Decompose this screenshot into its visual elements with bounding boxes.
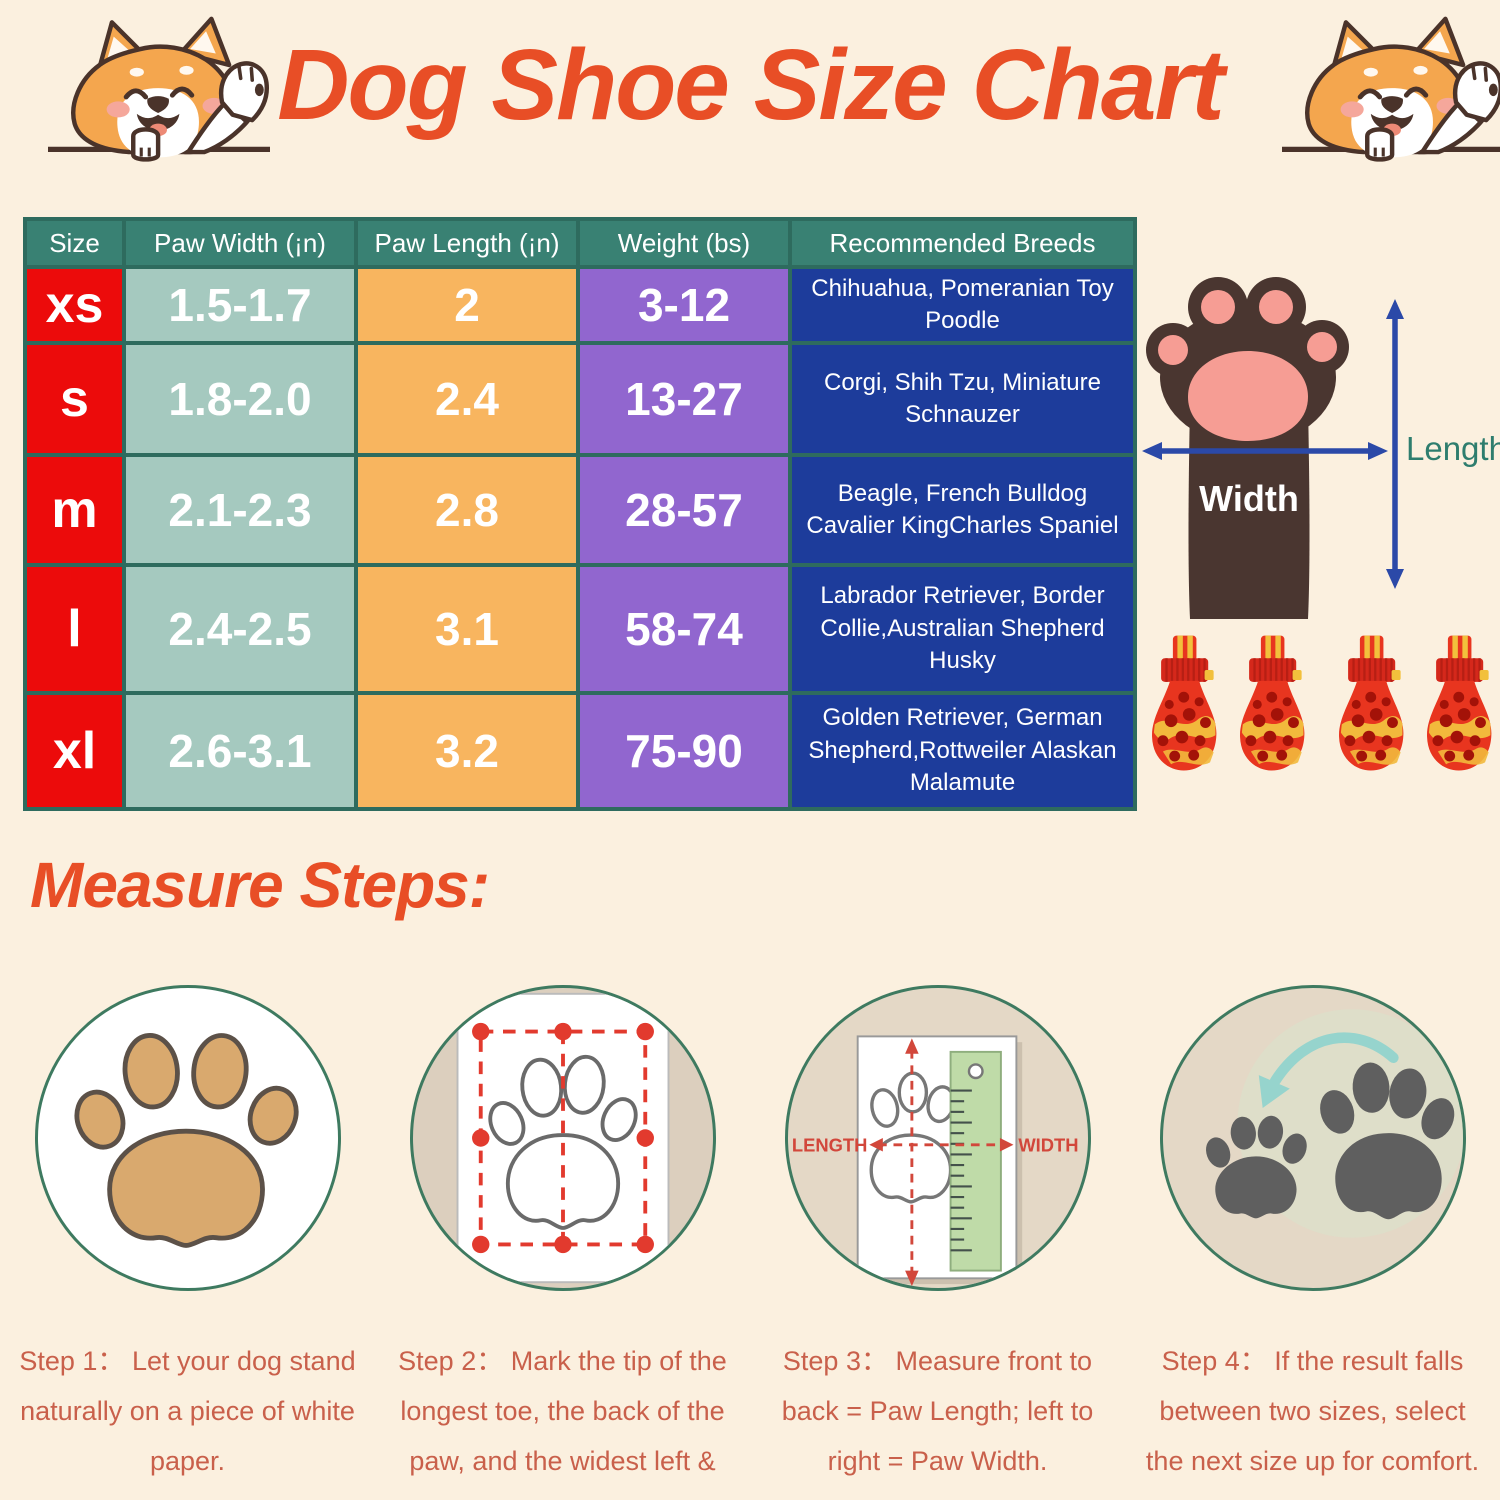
step-1-label: Step 1： bbox=[19, 1346, 125, 1376]
curved-arrow-icon bbox=[1269, 1032, 1399, 1087]
step-1-illustration bbox=[34, 985, 341, 1291]
length-arrow bbox=[1386, 299, 1404, 589]
width-axis-label: WIDTH bbox=[1018, 1135, 1078, 1156]
breeds-value: Chihuahua, Pomeranian Toy Poodle bbox=[792, 269, 1133, 341]
small-paw-icon bbox=[1205, 1115, 1307, 1219]
width-label: Width bbox=[1199, 478, 1299, 519]
step-3-illustration: LENGTH WIDTH bbox=[784, 985, 1091, 1291]
step-1-text: Step 1： Let your dog stand naturally on … bbox=[19, 1346, 356, 1476]
breeds-value: Golden Retriever, German Shepherd,Rottwe… bbox=[792, 695, 1133, 807]
size-up-icon bbox=[1205, 1009, 1463, 1238]
paw-width-value: 1.5-1.7 bbox=[126, 269, 354, 341]
step-2: Step 2： Mark the tip of the longest toe,… bbox=[375, 985, 750, 1500]
paw-width-value: 2.1-2.3 bbox=[126, 457, 354, 563]
step-4: Step 4： If the result falls between two … bbox=[1125, 985, 1500, 1500]
page-title: Dog Shoe Size Chart bbox=[277, 29, 1224, 141]
step-4-illustration bbox=[1159, 985, 1466, 1291]
paw-print-icon bbox=[74, 1033, 299, 1248]
size-label: xl bbox=[27, 695, 122, 807]
size-label: s bbox=[27, 345, 122, 453]
weight-value: 13-27 bbox=[580, 345, 788, 453]
large-paw-icon bbox=[1319, 1062, 1454, 1220]
breeds-value: Labrador Retriever, Border Collie,Austra… bbox=[792, 567, 1133, 691]
paw-length-value: 2.4 bbox=[358, 345, 576, 453]
paw-width-value: 1.8-2.0 bbox=[126, 345, 354, 453]
dog-shoe-icon bbox=[1425, 634, 1493, 772]
column-header-breeds: Recommended Breeds bbox=[792, 221, 1133, 265]
dog-shoe-icon bbox=[1150, 634, 1218, 772]
paw-width-value: 2.4-2.5 bbox=[126, 567, 354, 691]
step-2-text: Step 2： Mark the tip of the longest toe,… bbox=[398, 1346, 727, 1500]
ruler-measure-icon: LENGTH WIDTH bbox=[791, 1035, 1078, 1287]
weight-value: 58-74 bbox=[580, 567, 788, 691]
paw-length-value: 2.8 bbox=[358, 457, 576, 563]
paw-length-value: 3.2 bbox=[358, 695, 576, 807]
paw-width-value: 2.6-3.1 bbox=[126, 695, 354, 807]
step-3: LENGTH WIDTH Step 3： Measure front to ba… bbox=[750, 985, 1125, 1500]
marked-paper-icon bbox=[456, 992, 669, 1284]
breeds-value: Corgi, Shih Tzu, Miniature Schnauzer bbox=[792, 345, 1133, 453]
size-label: m bbox=[27, 457, 122, 563]
length-axis-label: LENGTH bbox=[791, 1135, 867, 1156]
dog-shoe-icon bbox=[1337, 634, 1405, 772]
corgi-illustration-right bbox=[1282, 6, 1500, 172]
paw-icon bbox=[1146, 277, 1349, 619]
weight-value: 3-12 bbox=[580, 269, 788, 341]
step-4-text: Step 4： If the result falls between two … bbox=[1145, 1346, 1480, 1476]
paw-measurement-diagram: Width Length bbox=[1142, 277, 1500, 619]
step-2-label: Step 2： bbox=[398, 1346, 504, 1376]
dog-shoe-icon bbox=[1238, 634, 1306, 772]
step-1: Step 1： Let your dog stand naturally on … bbox=[0, 985, 375, 1500]
size-label: xs bbox=[27, 269, 122, 341]
breeds-value: Beagle, French Bulldog Cavalier KingChar… bbox=[792, 457, 1133, 563]
length-label: Length bbox=[1406, 430, 1500, 467]
size-chart-table: Size Paw Width (¡n) Paw Length (¡n) Weig… bbox=[23, 217, 1137, 811]
step-2-illustration bbox=[409, 985, 716, 1291]
step-3-label: Step 3： bbox=[782, 1346, 888, 1376]
measure-steps: Step 1： Let your dog stand naturally on … bbox=[0, 985, 1500, 1500]
column-header-paw-width: Paw Width (¡n) bbox=[126, 221, 354, 265]
size-label: l bbox=[27, 567, 122, 691]
paw-length-value: 3.1 bbox=[358, 567, 576, 691]
paw-length-value: 2 bbox=[358, 269, 576, 341]
weight-value: 28-57 bbox=[580, 457, 788, 563]
column-header-paw-length: Paw Length (¡n) bbox=[358, 221, 576, 265]
measure-steps-title: Measure Steps: bbox=[30, 849, 490, 921]
dog-shoes-product-photo bbox=[1143, 628, 1499, 780]
width-arrow bbox=[1142, 442, 1388, 460]
step-3-text: Step 3： Measure front to back = Paw Leng… bbox=[781, 1346, 1094, 1476]
column-header-size: Size bbox=[27, 221, 122, 265]
column-header-weight: Weight (bs) bbox=[580, 221, 788, 265]
step-4-label: Step 4： bbox=[1161, 1346, 1267, 1376]
weight-value: 75-90 bbox=[580, 695, 788, 807]
